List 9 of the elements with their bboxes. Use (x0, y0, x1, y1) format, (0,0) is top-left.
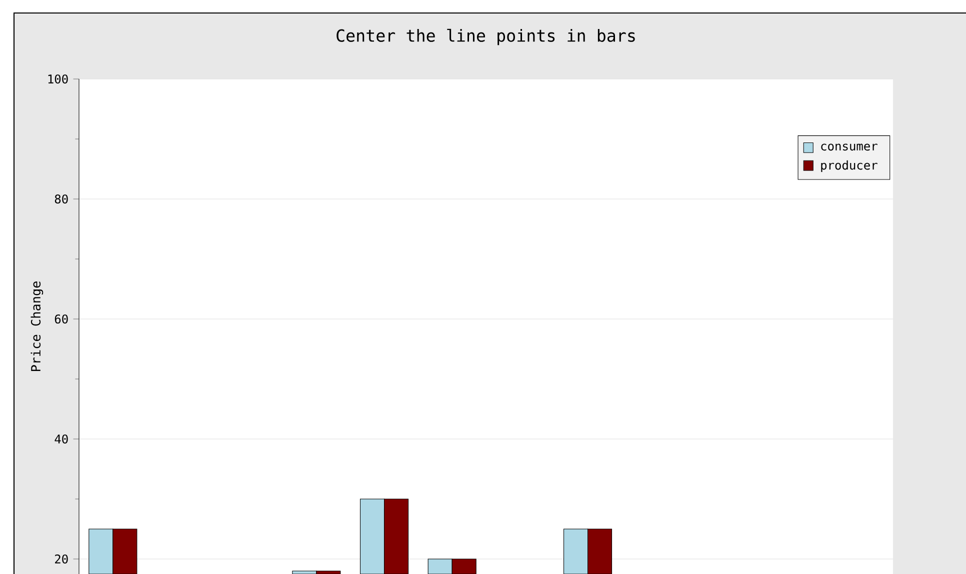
y-tick-label: 60 (54, 314, 68, 324)
y-tick-label: 80 (54, 194, 68, 204)
legend-label: producer (821, 160, 878, 172)
legend-label: consumer (821, 144, 878, 151)
y-axis-title: Price Change (30, 281, 44, 372)
y-tick-label: 100 (48, 74, 68, 84)
chart-title: Center the line points in bars (336, 28, 635, 46)
y-tick-label: 40 (54, 434, 68, 444)
y-tick-label: 20 (55, 554, 68, 564)
